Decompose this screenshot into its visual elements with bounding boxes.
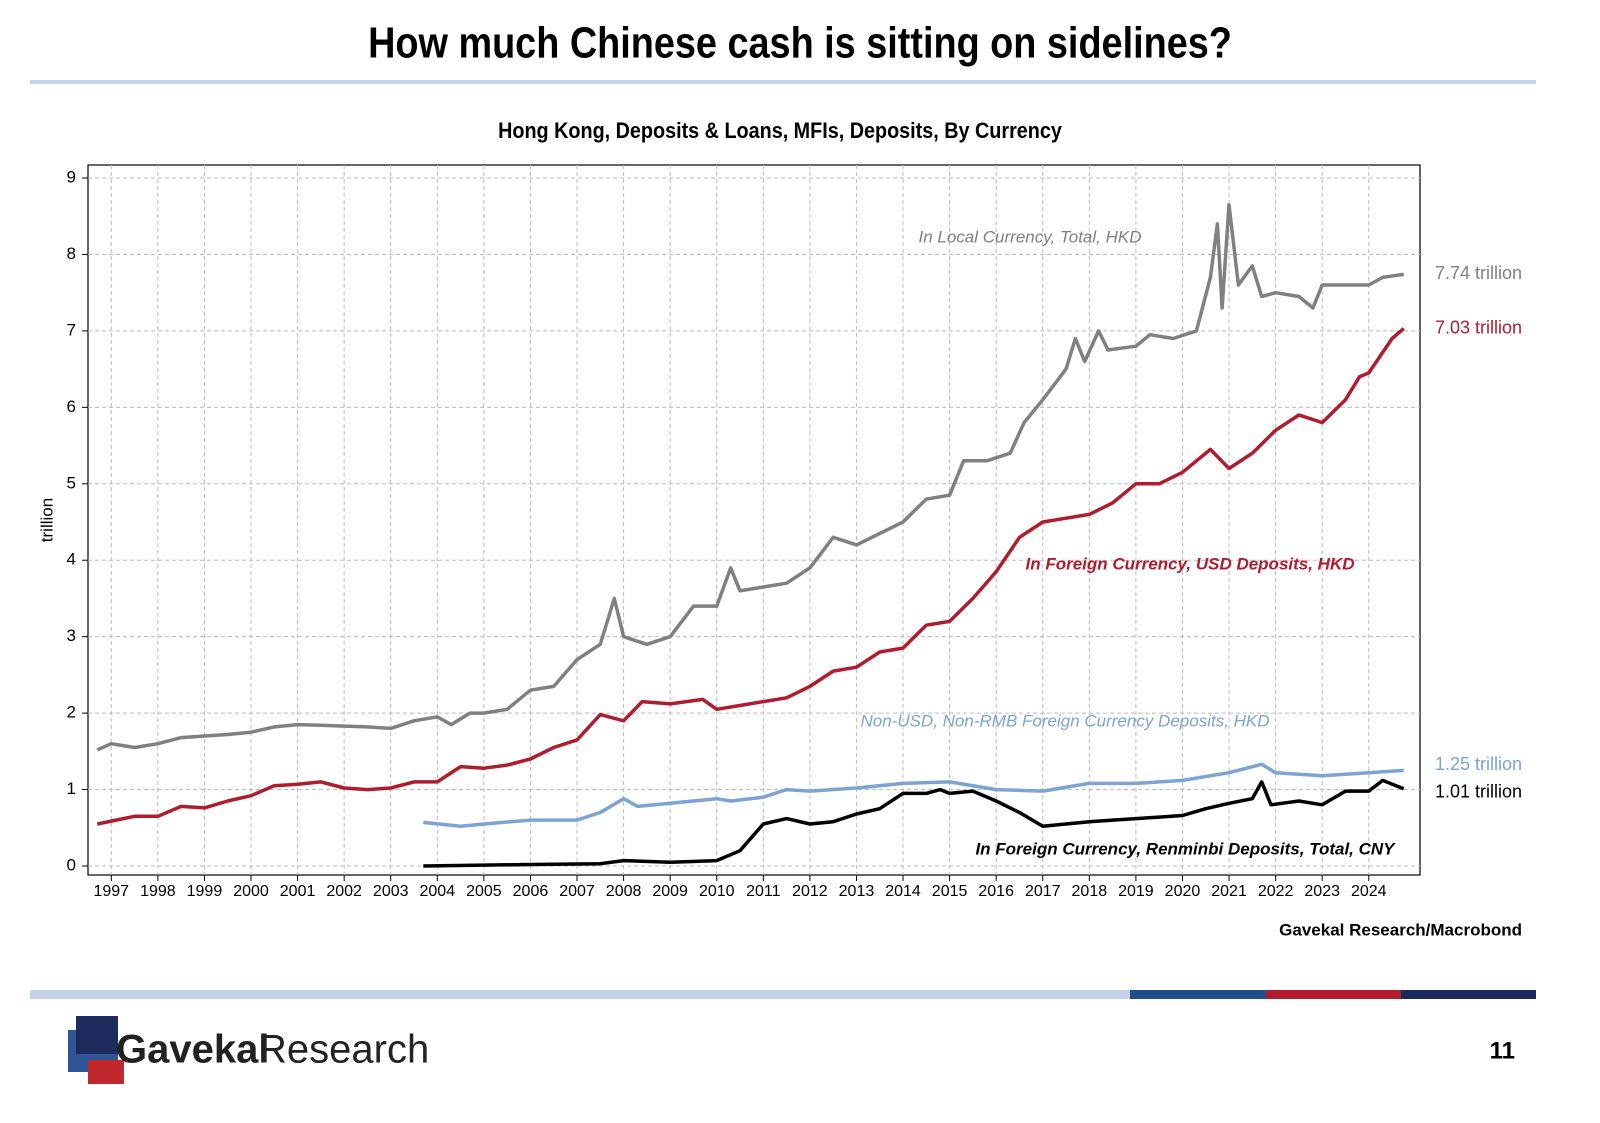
x-tick-label: 1997	[93, 883, 129, 900]
x-tick-label: 2022	[1258, 883, 1294, 900]
x-tick-label: 2002	[326, 883, 362, 900]
x-tick-label: 2016	[978, 883, 1014, 900]
y-tick-label: 2	[67, 703, 76, 722]
page-number: 11	[1490, 1037, 1515, 1064]
x-tick-label: 2018	[1072, 883, 1108, 900]
y-tick-label: 8	[67, 244, 76, 263]
x-tick-label: 2014	[885, 883, 921, 900]
logo-text: Gavekal	[116, 1028, 269, 1072]
series-line	[96, 327, 1405, 826]
series-label: In Local Currency, Total, HKD	[919, 227, 1142, 246]
x-tick-label: 2008	[606, 883, 642, 900]
x-tick-label: 1998	[140, 883, 176, 900]
y-tick-label: 9	[67, 167, 76, 186]
y-tick-label: 3	[67, 626, 76, 645]
y-axis-label: trillion	[37, 498, 56, 542]
x-tick-label: 2010	[699, 883, 735, 900]
slide-title: How much Chinese cash is sitting on side…	[368, 18, 1232, 67]
x-tick-label: 2004	[420, 883, 456, 900]
series-line	[423, 778, 1405, 868]
y-tick-label: 0	[67, 855, 76, 874]
y-tick-label: 5	[67, 473, 76, 492]
series-label: Non-USD, Non-RMB Foreign Currency Deposi…	[860, 711, 1269, 730]
footer-bar	[1266, 990, 1401, 999]
series-label: In Foreign Currency, Renminbi Deposits, …	[975, 839, 1396, 858]
x-tick-label: 2003	[373, 883, 409, 900]
source: Gavekal Research/Macrobond	[1279, 920, 1522, 939]
x-tick-label: 2021	[1211, 883, 1247, 900]
x-tick-label: 2019	[1118, 883, 1154, 900]
footer-bar	[1130, 990, 1266, 999]
series-label: In Foreign Currency, USD Deposits, HKD	[1025, 554, 1354, 573]
y-tick-label: 7	[67, 320, 76, 339]
series-line	[96, 203, 1404, 752]
x-tick-label: 2024	[1351, 883, 1387, 900]
plot-frame	[87, 164, 1421, 876]
x-tick-label: 2012	[792, 883, 828, 900]
logo-square	[76, 1016, 118, 1054]
end-label: 1.25 trillion	[1435, 754, 1522, 774]
y-tick-label: 6	[67, 397, 76, 416]
y-tick-label: 1	[67, 779, 76, 798]
series-line	[423, 762, 1404, 828]
x-tick-label: 2006	[513, 883, 549, 900]
end-label: 7.74 trillion	[1435, 263, 1522, 283]
x-tick-label: 2023	[1304, 883, 1340, 900]
y-tick-label: 4	[67, 550, 76, 569]
x-tick-label: 2011	[746, 883, 781, 900]
logo-square	[88, 1060, 124, 1084]
x-tick-label: 2013	[839, 883, 875, 900]
x-tick-label: 1999	[187, 883, 223, 900]
chart-subtitle: Hong Kong, Deposits & Loans, MFIs, Depos…	[498, 119, 1062, 143]
footer-bar	[30, 990, 1130, 999]
x-tick-label: 2015	[932, 883, 968, 900]
end-label: 7.03 trillion	[1435, 317, 1522, 337]
x-tick-label: 2017	[1025, 883, 1061, 900]
x-tick-label: 2009	[652, 883, 688, 900]
x-tick-label: 2001	[280, 883, 316, 900]
x-tick-label: 2000	[233, 883, 269, 900]
title-rule	[30, 80, 1536, 84]
x-tick-label: 2020	[1165, 883, 1201, 900]
footer-bar	[1401, 990, 1536, 999]
logo: Gavekal Research	[68, 1016, 429, 1084]
end-label: 1.01 trillion	[1435, 782, 1522, 802]
x-tick-label: 2005	[466, 883, 502, 900]
logo-text: Research	[258, 1028, 429, 1072]
x-tick-label: 2007	[559, 883, 595, 900]
